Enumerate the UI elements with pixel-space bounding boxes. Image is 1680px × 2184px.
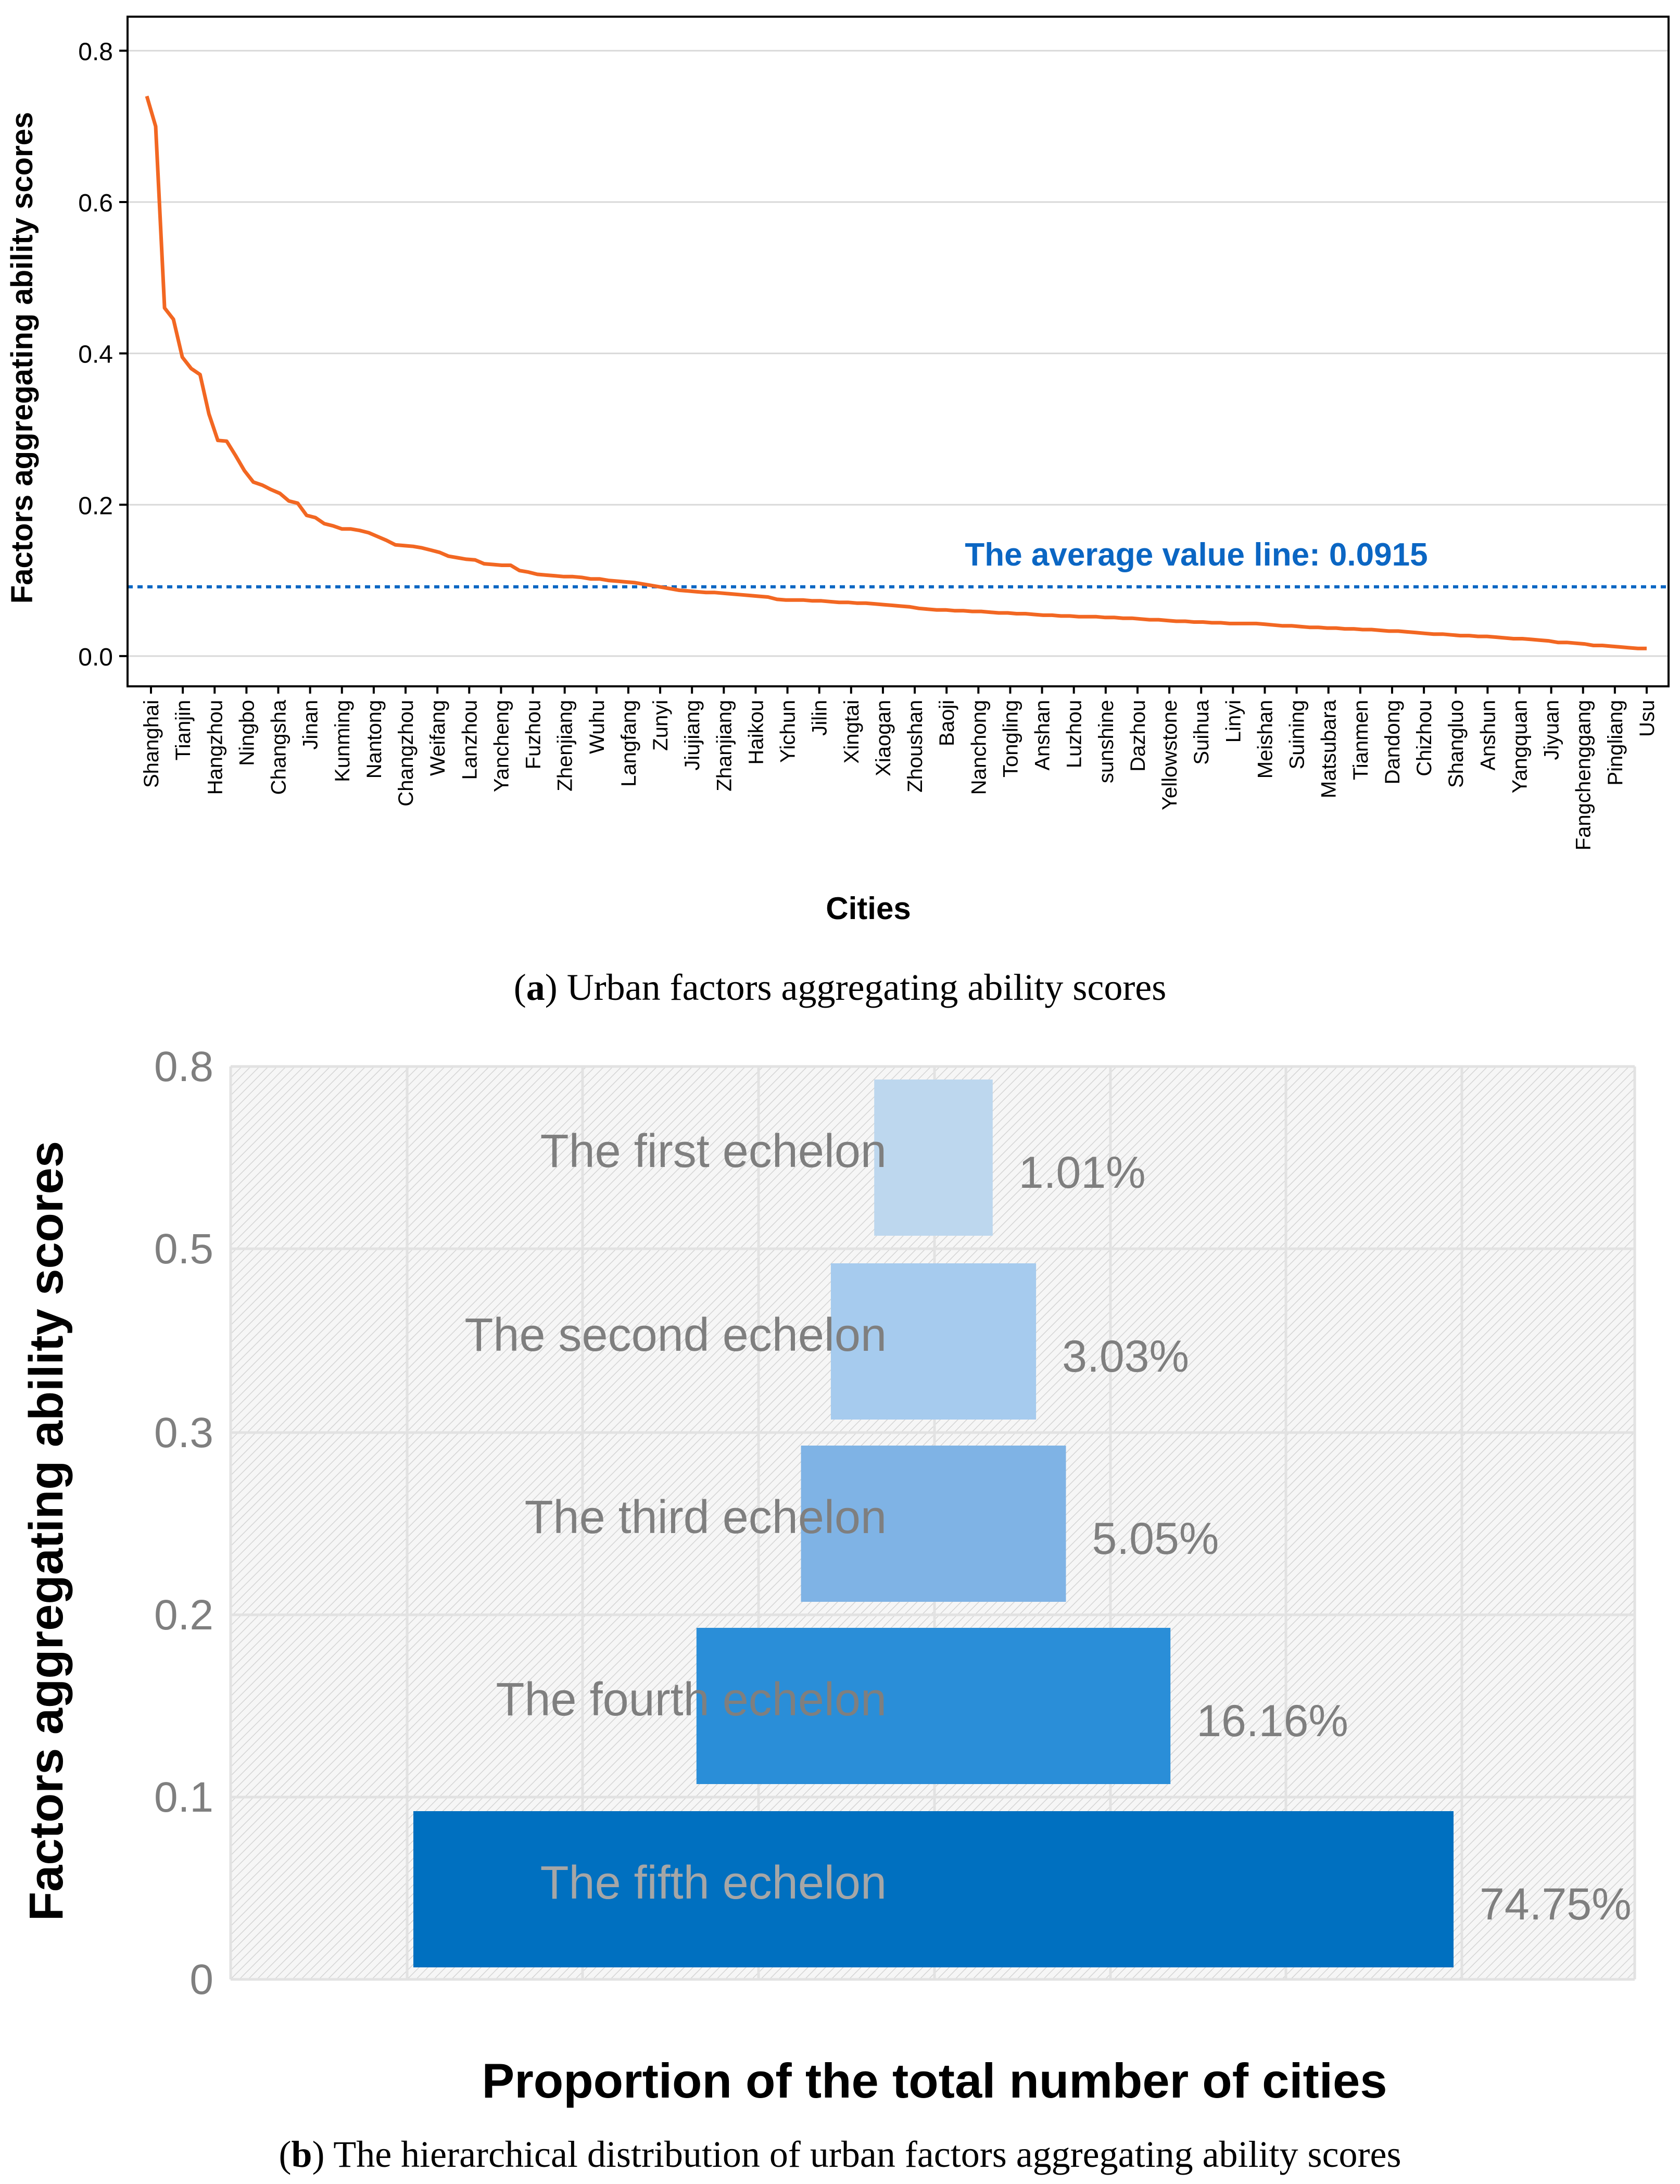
percentage-labels: 1.01% 3.03% 5.05% 16.16% 74.75% (1019, 1148, 1632, 1929)
average-value-label: The average value line: 0.0915 (965, 537, 1428, 573)
x-tick-label: Usu (1636, 700, 1659, 737)
x-tick-label: Wuhu (586, 700, 609, 754)
x-tick-label: Jinan (299, 700, 322, 750)
x-tick-label: Meishan (1254, 700, 1277, 779)
line-chart-panel: 0.0 0.2 0.4 0.6 0.8 The average value line: … (5, 16, 1670, 926)
caption-b-text: The hierarchical distribution of urban f… (333, 2133, 1401, 2175)
echelon-bar (413, 1811, 1454, 1967)
echelon-label: The third echelon (525, 1491, 887, 1543)
y-axis-ticks: 0 0.1 0.2 0.3 0.5 0.8 (154, 1043, 213, 2003)
x-tick-label: Linyi (1222, 700, 1245, 743)
x-tick-label: Jiyuan (1540, 700, 1563, 760)
x-tick-label: Weifang (426, 700, 449, 776)
y-tick-label: 0.6 (78, 190, 113, 217)
x-tick-label: Shanghai (140, 700, 163, 788)
plot-frame (127, 16, 1670, 687)
x-tick-label: Yichun (777, 700, 800, 763)
grid-lines (128, 49, 1669, 657)
echelon-labels: The first echelon The second echelon The t… (464, 1125, 887, 1909)
x-tick-label: Dazhou (1127, 700, 1150, 772)
y-axis-title: Factors aggregating ability scores (20, 1141, 73, 1921)
x-axis-title: Proportion of the total number of cities (482, 2053, 1387, 2108)
x-tick-label: Haikou (744, 700, 767, 765)
x-tick-label: Luzhou (1063, 700, 1086, 768)
x-tick-label: Jilin (809, 700, 831, 736)
echelon-bar (830, 1263, 1037, 1420)
x-tick-label: Zunyi (649, 700, 672, 751)
y-tick-label: 0.1 (154, 1774, 213, 1821)
percentage-label: 3.03% (1062, 1332, 1189, 1382)
funnel-chart-panel: 0 0.1 0.2 0.3 0.5 0.8 The first echelon The se… (20, 1043, 1636, 2108)
x-tick-label: Xingtai (840, 700, 863, 763)
echelon-label: The fifth echelon (540, 1857, 887, 1909)
y-tick-label: 0.2 (78, 492, 113, 520)
x-tick-label: Nantong (363, 700, 386, 779)
echelon-bar (874, 1080, 993, 1236)
caption-a-label: a (526, 967, 545, 1008)
x-tick-label: Chizhou (1413, 700, 1436, 776)
x-tick-label: Ningbo (235, 700, 258, 766)
x-tick-label: Suihua (1190, 699, 1213, 764)
score-line-series (145, 95, 1647, 650)
percentage-label: 16.16% (1196, 1696, 1348, 1746)
x-tick-label: Baoji (936, 700, 958, 746)
y-tick-label: 0.3 (154, 1409, 213, 1457)
x-tick-label: Xiaogan (872, 700, 895, 776)
x-tick-label: Changsha (268, 699, 290, 795)
y-axis-ticks: 0.0 0.2 0.4 0.6 0.8 (78, 38, 128, 671)
x-tick-label: Zhanjiang (713, 700, 736, 792)
x-tick-label: Nanchong (967, 700, 990, 795)
x-tick-label: Shangluo (1445, 700, 1468, 788)
caption-b: (b) The hierarchical distribution of urb… (279, 2133, 1401, 2175)
x-tick-label: Dandong (1381, 700, 1404, 784)
y-tick-label: 0.8 (154, 1043, 213, 1090)
echelon-bars (413, 1080, 1454, 1967)
x-tick-label: Jiujiang (681, 700, 704, 771)
echelon-label: The first echelon (540, 1125, 887, 1177)
caption-a: (a) Urban factors aggregating ability sc… (513, 967, 1167, 1008)
x-tick-label: Tongling (999, 700, 1022, 777)
echelon-label: The second echelon (464, 1309, 887, 1361)
x-tick-label: Yancheng (490, 700, 513, 792)
x-tick-label: sunshine (1095, 700, 1118, 783)
x-tick-label: Kunming (331, 700, 354, 782)
echelon-bar (801, 1446, 1066, 1602)
x-tick-label: Anshan (1031, 700, 1054, 771)
x-tick-label: Tianjin (172, 700, 195, 760)
x-tick-label: Yangquan (1508, 700, 1531, 793)
x-tick-label: Langfang (617, 700, 640, 787)
x-tick-label: Suining (1286, 700, 1309, 769)
x-tick-label: Changzhou (395, 700, 418, 807)
x-tick-label: Anshun (1476, 700, 1499, 771)
x-tick-label: Zhenjiang (554, 700, 577, 792)
echelon-label: The fourth echelon (496, 1674, 887, 1726)
y-tick-label: 0.5 (154, 1225, 213, 1273)
percentage-label: 1.01% (1019, 1148, 1146, 1198)
x-tick-label: Fangchenggang (1572, 700, 1595, 850)
y-axis-title: Factors aggregating ability scores (5, 112, 39, 604)
percentage-label: 5.05% (1092, 1514, 1219, 1564)
x-tick-label: Pingliang (1604, 700, 1627, 786)
y-tick-label: 0.8 (78, 38, 113, 66)
x-tick-label: Hangzhou (204, 700, 226, 795)
caption-b-label: b (291, 2133, 312, 2175)
y-tick-label: 0.2 (154, 1591, 213, 1639)
y-tick-label: 0.4 (78, 341, 113, 369)
x-tick-label: Yellowstone (1158, 700, 1181, 810)
y-tick-label: 0 (190, 1956, 213, 2003)
caption-a-text: Urban factors aggregating ability scores (566, 967, 1167, 1008)
y-tick-label: 0.0 (78, 644, 113, 671)
grid-lines (229, 1065, 1636, 1981)
x-tick-label: Matsubara (1318, 699, 1341, 798)
x-tick-label: Fuzhou (522, 700, 545, 769)
x-tick-label: Lanzhou (458, 700, 481, 780)
percentage-label: 74.75% (1480, 1879, 1632, 1929)
echelon-bar (696, 1628, 1171, 1784)
x-tick-label: Tianmen (1349, 700, 1372, 780)
x-axis-title: Cities (826, 891, 911, 926)
x-axis-ticks: Shanghai Tianjin Hangzhou Ningbo Changsha Jin… (140, 686, 1659, 850)
x-tick-label: Zhoushan (904, 700, 927, 793)
